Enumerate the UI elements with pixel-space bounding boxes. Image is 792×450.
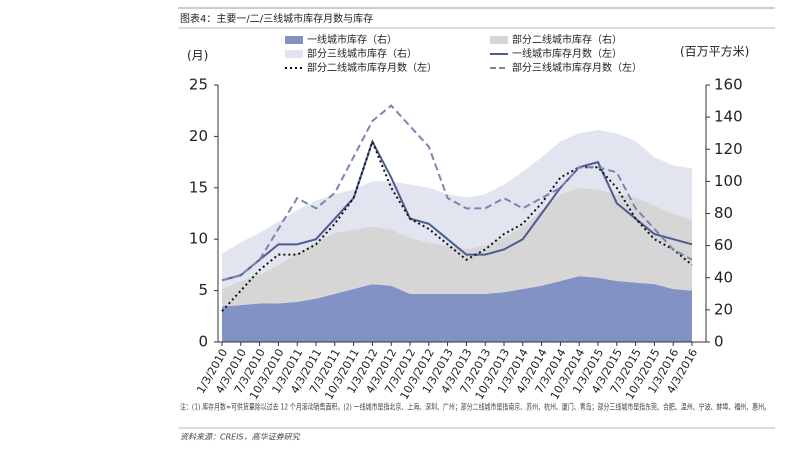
stacked-area [222,129,692,289]
y-axis-label: (月) [187,49,208,63]
y2-axis-label: (百万平方米) [680,44,749,59]
legend-swatch [285,36,303,44]
legend-label: 部分三线城市库存（右） [307,47,417,60]
y2-tick-label: 80 [714,204,733,222]
note-line: 注：(1) 库存月数=可供货量除以过去 12 个月滚动销售面积。(2) 一线城市… [180,402,770,412]
y-tick-label: 0 [198,333,208,351]
y2-tick-label: 40 [714,268,733,286]
legend-label: 部分三线城市库存月数（左） [512,61,642,74]
legend-label: 部分二线城市库存月数（左） [307,61,437,74]
y2-tick-label: 120 [714,140,743,158]
line [221,138,693,282]
y2-tick-label: 60 [714,236,733,254]
source: 资料来源：CREIS，高华证券研究 [180,433,301,442]
legend-swatch [285,50,303,58]
y-tick-label: 10 [189,230,208,248]
y-tick-label: 15 [189,178,208,196]
y-tick-label: 20 [189,127,208,145]
line [221,138,693,312]
plot: 05101520250204060801001201401601/3/20104… [189,76,743,402]
y2-tick-label: 100 [714,172,743,190]
y2-tick-label: 0 [714,333,724,351]
y2-tick-label: 160 [714,76,743,94]
legend-swatch [490,36,508,44]
y2-tick-label: 140 [714,108,743,126]
stacked-area [222,276,692,342]
title: 图表4：主要一/二/三线城市库存月数与库存 [180,12,373,25]
legend-label: 一线城市库存月数（左） [512,47,622,60]
legend-label: 部分二线城市库存（右） [512,33,622,46]
y2-tick-label: 20 [714,300,733,318]
y-tick-label: 5 [198,281,208,299]
line [221,104,693,282]
legend-label: 一线城市库存（右） [307,33,397,46]
y-tick-label: 25 [189,76,208,94]
